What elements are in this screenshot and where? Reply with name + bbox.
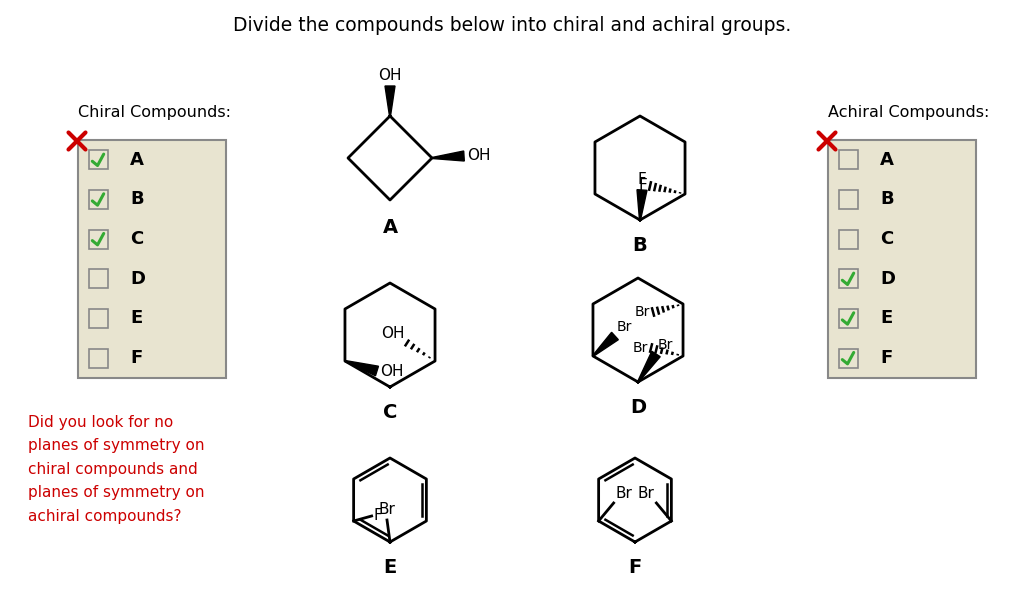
Text: F: F [638, 179, 647, 193]
Text: E: E [383, 558, 396, 577]
Text: F: F [638, 172, 646, 187]
FancyBboxPatch shape [88, 269, 108, 288]
FancyBboxPatch shape [88, 230, 108, 248]
Text: OH: OH [378, 68, 401, 83]
Polygon shape [385, 86, 395, 116]
Text: Achiral Compounds:: Achiral Compounds: [828, 105, 989, 120]
FancyBboxPatch shape [88, 190, 108, 209]
FancyBboxPatch shape [88, 309, 108, 328]
Text: D: D [130, 270, 145, 288]
Text: OH: OH [467, 148, 490, 164]
Text: F: F [374, 508, 382, 524]
Text: OH: OH [380, 364, 403, 379]
Text: D: D [630, 398, 646, 417]
Text: C: C [383, 403, 397, 422]
Text: E: E [130, 310, 142, 327]
Text: Br: Br [379, 502, 395, 517]
Text: Br: Br [617, 320, 633, 334]
Text: OH: OH [382, 326, 406, 341]
Text: C: C [130, 230, 143, 248]
Text: A: A [130, 151, 144, 169]
Text: Br: Br [638, 486, 654, 501]
Text: D: D [880, 270, 895, 288]
FancyBboxPatch shape [839, 269, 857, 288]
FancyBboxPatch shape [839, 150, 857, 169]
Text: Divide the compounds below into chiral and achiral groups.: Divide the compounds below into chiral a… [232, 16, 792, 35]
Text: Br: Br [633, 341, 648, 355]
FancyBboxPatch shape [839, 348, 857, 368]
Text: Chiral Compounds:: Chiral Compounds: [78, 105, 231, 120]
Text: B: B [880, 190, 894, 208]
FancyBboxPatch shape [839, 190, 857, 209]
Text: E: E [880, 310, 892, 327]
Text: Br: Br [658, 338, 674, 352]
Text: C: C [880, 230, 893, 248]
Text: Br: Br [615, 486, 633, 501]
Text: Did you look for no
planes of symmetry on
chiral compounds and
planes of symmetr: Did you look for no planes of symmetry o… [28, 415, 205, 524]
Polygon shape [593, 332, 618, 356]
Text: B: B [130, 190, 143, 208]
FancyBboxPatch shape [88, 348, 108, 368]
Polygon shape [432, 151, 464, 161]
Text: A: A [880, 151, 894, 169]
Text: A: A [382, 218, 397, 237]
FancyBboxPatch shape [839, 309, 857, 328]
Text: F: F [130, 349, 142, 367]
Text: F: F [880, 349, 892, 367]
Polygon shape [637, 190, 647, 220]
Text: F: F [629, 558, 642, 577]
Text: B: B [633, 236, 647, 255]
Text: Br: Br [635, 305, 650, 319]
FancyBboxPatch shape [88, 150, 108, 169]
Polygon shape [638, 351, 660, 382]
FancyBboxPatch shape [78, 140, 226, 378]
FancyBboxPatch shape [839, 230, 857, 248]
Polygon shape [345, 361, 379, 376]
FancyBboxPatch shape [828, 140, 976, 378]
